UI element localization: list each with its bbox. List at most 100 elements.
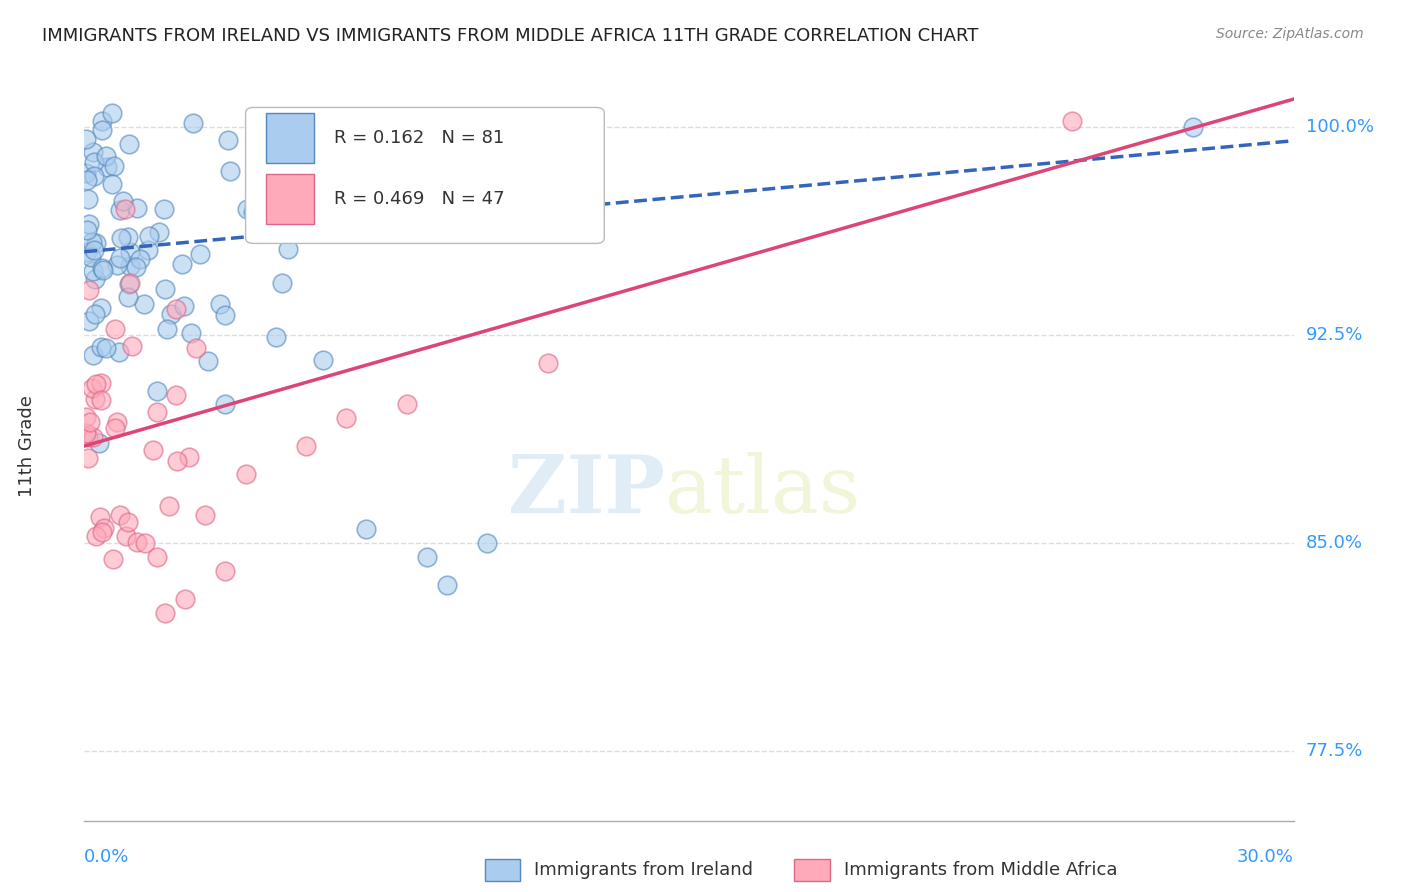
Point — [235, 467, 257, 481]
Text: R = 0.162   N = 81: R = 0.162 N = 81 — [335, 129, 505, 147]
Point — [165, 388, 187, 402]
Text: Immigrants from Ireland: Immigrants from Ireland — [534, 861, 754, 879]
Point — [125, 260, 148, 274]
Point — [108, 345, 131, 359]
Point — [118, 136, 141, 151]
Point — [89, 509, 111, 524]
Point — [110, 231, 132, 245]
Text: Source: ZipAtlas.com: Source: ZipAtlas.com — [1216, 27, 1364, 41]
Point — [145, 384, 167, 398]
Point — [146, 549, 169, 564]
Point — [75, 426, 97, 441]
Point — [166, 454, 188, 468]
Point — [250, 179, 273, 194]
Point — [214, 308, 236, 322]
Point — [115, 529, 138, 543]
Point — [416, 549, 439, 564]
Point — [75, 410, 97, 425]
Point — [217, 133, 239, 147]
Point — [77, 314, 100, 328]
Text: ZIP: ZIP — [508, 452, 665, 530]
Point — [79, 217, 101, 231]
Point — [142, 443, 165, 458]
Point — [120, 260, 142, 274]
Point — [101, 177, 124, 191]
Point — [184, 341, 207, 355]
Point — [110, 508, 132, 522]
Point — [129, 252, 152, 266]
Point — [96, 148, 118, 162]
Point — [181, 116, 204, 130]
Point — [219, 164, 242, 178]
Point — [136, 244, 159, 258]
Point — [84, 236, 107, 251]
Point — [108, 252, 131, 266]
Point — [125, 535, 148, 549]
Point — [105, 415, 128, 429]
Point — [82, 348, 104, 362]
Point — [84, 272, 107, 286]
Point — [90, 524, 112, 539]
Point — [134, 536, 156, 550]
Point — [242, 205, 264, 219]
Point — [477, 536, 499, 550]
Point — [77, 450, 100, 465]
Point — [82, 263, 104, 277]
Point — [214, 397, 236, 411]
Point — [156, 321, 179, 335]
Point — [75, 166, 97, 180]
Text: 85.0%: 85.0% — [1306, 534, 1362, 552]
Point — [118, 244, 141, 259]
Point — [295, 439, 318, 453]
Point — [180, 326, 202, 341]
Point — [1060, 114, 1083, 128]
Point — [93, 263, 115, 277]
Point — [77, 283, 100, 297]
Point — [96, 160, 118, 174]
Text: 11th Grade: 11th Grade — [18, 395, 37, 497]
Text: atlas: atlas — [665, 452, 860, 530]
Point — [177, 450, 200, 464]
Point — [90, 301, 112, 316]
Point — [82, 430, 104, 444]
Point — [87, 436, 110, 450]
Point — [274, 179, 297, 194]
Point — [243, 198, 266, 212]
Text: 77.5%: 77.5% — [1306, 742, 1362, 760]
Point — [121, 338, 143, 352]
Point — [83, 169, 105, 183]
Point — [312, 353, 335, 368]
Bar — [266, 174, 314, 224]
Point — [157, 500, 180, 514]
Point — [1181, 120, 1204, 134]
Point — [125, 201, 148, 215]
Point — [86, 529, 108, 543]
Text: IMMIGRANTS FROM IRELAND VS IMMIGRANTS FROM MIDDLE AFRICA 11TH GRADE CORRELATION : IMMIGRANTS FROM IRELAND VS IMMIGRANTS FR… — [42, 27, 979, 45]
Point — [90, 123, 112, 137]
Point — [94, 341, 117, 355]
Point — [93, 521, 115, 535]
Point — [436, 578, 458, 592]
Point — [90, 340, 112, 354]
Point — [165, 301, 187, 316]
Point — [103, 551, 125, 566]
Text: 30.0%: 30.0% — [1237, 848, 1294, 866]
Text: 100.0%: 100.0% — [1306, 118, 1374, 136]
Text: Immigrants from Middle Africa: Immigrants from Middle Africa — [844, 861, 1118, 879]
Point — [75, 132, 97, 146]
Text: 0.0%: 0.0% — [84, 848, 129, 866]
Point — [194, 508, 217, 523]
Point — [83, 154, 105, 169]
Point — [153, 202, 176, 216]
Point — [148, 225, 170, 239]
Point — [208, 296, 231, 310]
Point — [76, 192, 98, 206]
Point — [84, 307, 107, 321]
Text: R = 0.469   N = 47: R = 0.469 N = 47 — [335, 190, 505, 208]
Point — [77, 430, 100, 444]
Point — [76, 223, 98, 237]
FancyBboxPatch shape — [246, 107, 605, 244]
Point — [132, 297, 155, 311]
Point — [104, 421, 127, 435]
Point — [91, 260, 114, 275]
